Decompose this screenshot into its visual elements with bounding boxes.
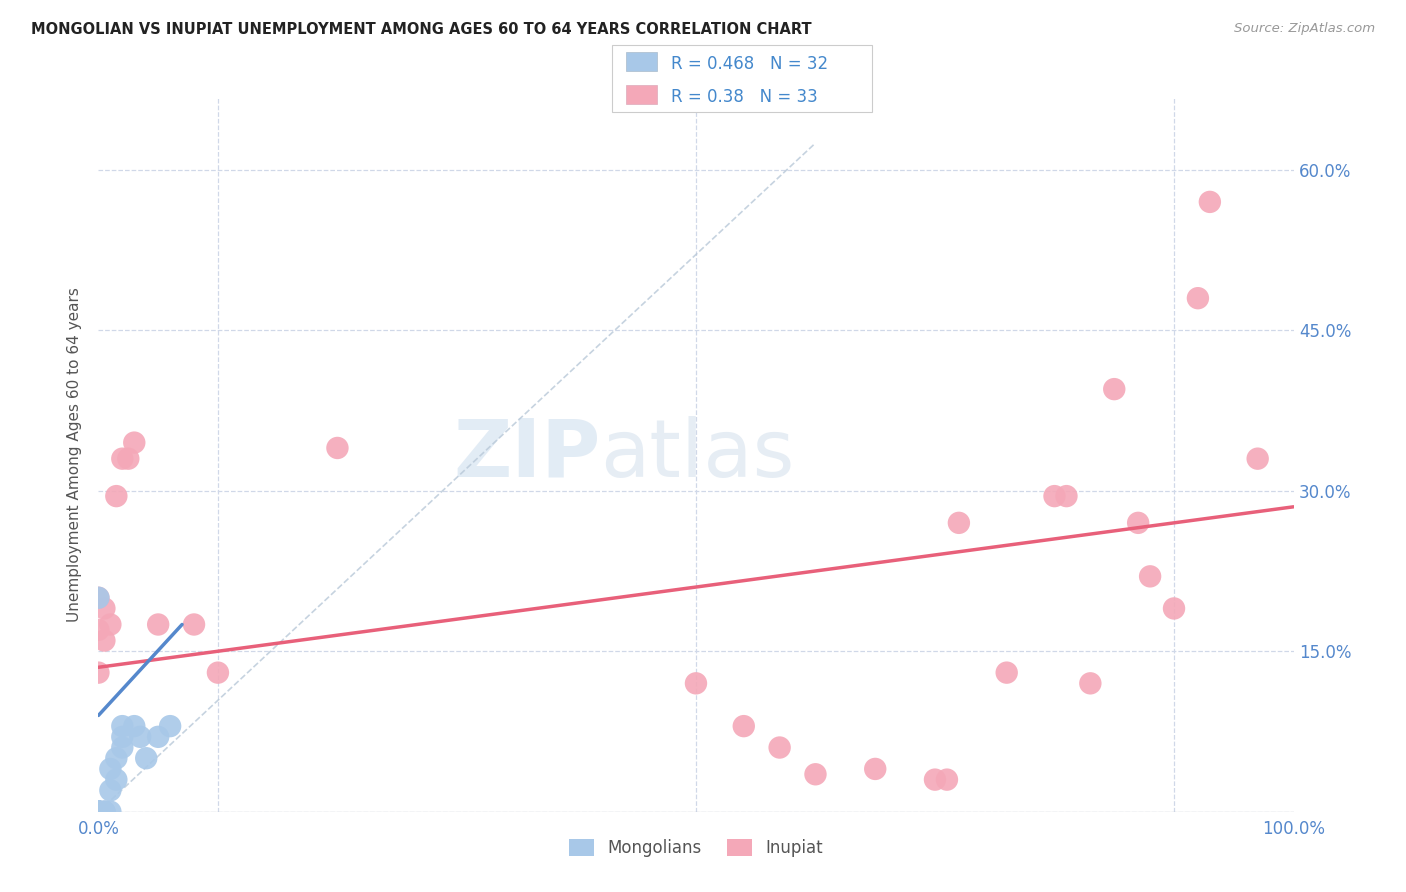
Y-axis label: Unemployment Among Ages 60 to 64 years: Unemployment Among Ages 60 to 64 years: [67, 287, 83, 623]
Point: [183, 617, 205, 632]
Point: [98, 783, 122, 797]
Point: [87, 805, 110, 819]
Point: [98, 617, 122, 632]
Legend: Mongolians, Inupiat: Mongolians, Inupiat: [562, 832, 830, 864]
Point: [1187, 291, 1209, 305]
Point: [733, 719, 755, 733]
Point: [93, 601, 115, 615]
Point: [117, 451, 139, 466]
Point: [948, 516, 970, 530]
Point: [865, 762, 887, 776]
Text: MONGOLIAN VS INUPIAT UNEMPLOYMENT AMONG AGES 60 TO 64 YEARS CORRELATION CHART: MONGOLIAN VS INUPIAT UNEMPLOYMENT AMONG …: [31, 22, 811, 37]
Point: [87, 805, 110, 819]
Point: [87, 623, 110, 637]
Point: [87, 805, 110, 819]
Point: [159, 719, 181, 733]
Point: [936, 772, 959, 787]
Point: [87, 805, 110, 819]
Point: [111, 451, 134, 466]
Point: [1139, 569, 1161, 583]
Point: [93, 805, 115, 819]
Point: [87, 805, 110, 819]
Point: [111, 730, 134, 744]
Text: ZIP: ZIP: [453, 416, 600, 494]
Point: [768, 740, 790, 755]
Point: [924, 772, 946, 787]
Point: [1199, 194, 1222, 209]
Point: [995, 665, 1018, 680]
Point: [98, 805, 122, 819]
Point: [105, 772, 128, 787]
Point: [124, 435, 146, 450]
Text: atlas: atlas: [600, 416, 794, 494]
Point: [1104, 382, 1126, 396]
Point: [87, 591, 110, 605]
Point: [129, 730, 152, 744]
Point: [93, 805, 115, 819]
Point: [148, 617, 170, 632]
Point: [87, 805, 110, 819]
Point: [1247, 451, 1270, 466]
Point: [93, 805, 115, 819]
Point: [87, 805, 110, 819]
Point: [111, 740, 134, 755]
Point: [98, 762, 122, 776]
Point: [326, 441, 349, 455]
Point: [124, 719, 146, 733]
Point: [148, 730, 170, 744]
Point: [685, 676, 707, 690]
Point: [135, 751, 157, 765]
Point: [87, 805, 110, 819]
Text: R = 0.38   N = 33: R = 0.38 N = 33: [671, 87, 817, 105]
Text: Source: ZipAtlas.com: Source: ZipAtlas.com: [1234, 22, 1375, 36]
Point: [87, 665, 110, 680]
Point: [87, 805, 110, 819]
Point: [111, 719, 134, 733]
Point: [87, 805, 110, 819]
Point: [87, 805, 110, 819]
Point: [87, 805, 110, 819]
Point: [1128, 516, 1150, 530]
Point: [207, 665, 229, 680]
Point: [105, 489, 128, 503]
Point: [93, 633, 115, 648]
Point: [87, 591, 110, 605]
Point: [1080, 676, 1102, 690]
Point: [87, 805, 110, 819]
Point: [105, 751, 128, 765]
Point: [87, 805, 110, 819]
Point: [87, 805, 110, 819]
Point: [1043, 489, 1066, 503]
Point: [1056, 489, 1078, 503]
Point: [804, 767, 827, 781]
Text: R = 0.468   N = 32: R = 0.468 N = 32: [671, 54, 828, 72]
Point: [1163, 601, 1185, 615]
